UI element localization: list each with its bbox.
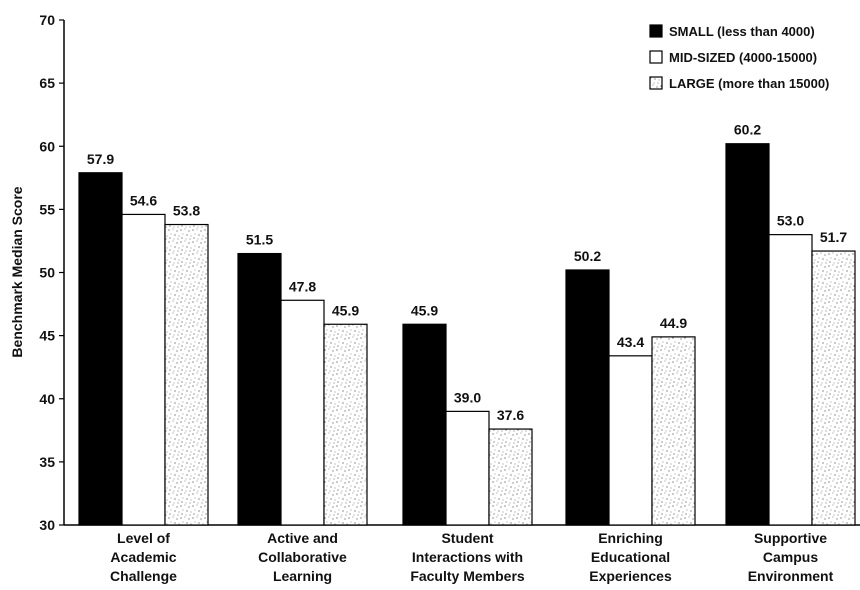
x-category-label: Campus bbox=[763, 549, 818, 565]
bar-value-label: 53.8 bbox=[173, 203, 200, 219]
bar-value-label: 57.9 bbox=[87, 151, 114, 167]
y-axis-title: Benchmark Median Score bbox=[9, 186, 25, 357]
x-category-label: Academic bbox=[110, 549, 176, 565]
bar bbox=[488, 428, 533, 526]
x-category-label: Active and bbox=[267, 530, 338, 546]
value-labels: 57.9 54.6 53.8 51.5 47.8 45.9 45.9 39.0 37.6 50.2… bbox=[87, 122, 847, 423]
bar-value-label: 45.9 bbox=[332, 302, 359, 318]
x-category-label: Experiences bbox=[589, 568, 672, 584]
x-category-label: Faculty Members bbox=[410, 568, 525, 584]
x-category-label: Level of bbox=[117, 530, 170, 546]
bar-value-label: 50.2 bbox=[574, 248, 601, 264]
bar-value-label: 43.4 bbox=[617, 334, 644, 350]
x-category-label: Learning bbox=[273, 568, 332, 584]
y-tick-label: 65 bbox=[39, 75, 55, 91]
y-tick-label: 50 bbox=[39, 265, 55, 281]
x-category-label: Educational bbox=[591, 549, 670, 565]
bar bbox=[280, 299, 325, 526]
bar bbox=[608, 355, 653, 526]
legend-swatch bbox=[649, 24, 663, 38]
bar-value-label: 51.5 bbox=[246, 232, 273, 248]
bar-value-label: 60.2 bbox=[734, 122, 761, 138]
bar bbox=[121, 213, 166, 526]
bar-value-label: 39.0 bbox=[454, 389, 481, 405]
legend: SMALL (less than 4000) MID-SIZED (4000-15… bbox=[649, 24, 829, 91]
category-labels: Level of Academic Challenge Active and Colla… bbox=[110, 530, 834, 584]
y-tick-label: 40 bbox=[39, 391, 55, 407]
bar bbox=[164, 223, 209, 526]
bar bbox=[402, 323, 447, 526]
y-tick-label: 30 bbox=[39, 517, 55, 533]
legend-label: LARGE (more than 15000) bbox=[669, 76, 829, 91]
bar-value-label: 44.9 bbox=[660, 315, 687, 331]
x-category-label: Challenge bbox=[110, 568, 177, 584]
y-tick-label: 55 bbox=[39, 201, 55, 217]
bar bbox=[445, 410, 490, 526]
bar-value-label: 47.8 bbox=[289, 278, 316, 294]
bar-value-label: 37.6 bbox=[497, 407, 524, 423]
y-tick-label: 60 bbox=[39, 138, 55, 154]
x-category-label: Collaborative bbox=[258, 549, 347, 565]
legend-label: SMALL (less than 4000) bbox=[669, 24, 815, 39]
bar bbox=[811, 250, 856, 526]
x-category-label: Supportive bbox=[754, 530, 827, 546]
bar bbox=[651, 336, 696, 526]
bar bbox=[323, 323, 368, 526]
bar bbox=[725, 143, 770, 526]
bar-value-label: 54.6 bbox=[130, 192, 157, 208]
bar bbox=[237, 252, 282, 526]
bar-value-label: 51.7 bbox=[820, 229, 847, 245]
bar bbox=[565, 269, 610, 526]
legend-swatch bbox=[649, 76, 663, 90]
bar-value-label: 45.9 bbox=[411, 302, 438, 318]
y-tick-label: 45 bbox=[39, 328, 55, 344]
y-tick-label: 70 bbox=[39, 12, 55, 28]
bars bbox=[78, 143, 856, 526]
legend-label: MID-SIZED (4000-15000) bbox=[669, 50, 817, 65]
bar bbox=[78, 172, 123, 526]
x-category-label: Student bbox=[441, 530, 493, 546]
x-category-label: Enriching bbox=[598, 530, 663, 546]
x-category-label: Interactions with bbox=[412, 549, 523, 565]
bar-value-label: 53.0 bbox=[777, 213, 804, 229]
bar bbox=[768, 234, 813, 526]
legend-swatch bbox=[649, 50, 663, 64]
y-tick-label: 35 bbox=[39, 454, 55, 470]
x-category-label: Environment bbox=[748, 568, 834, 584]
